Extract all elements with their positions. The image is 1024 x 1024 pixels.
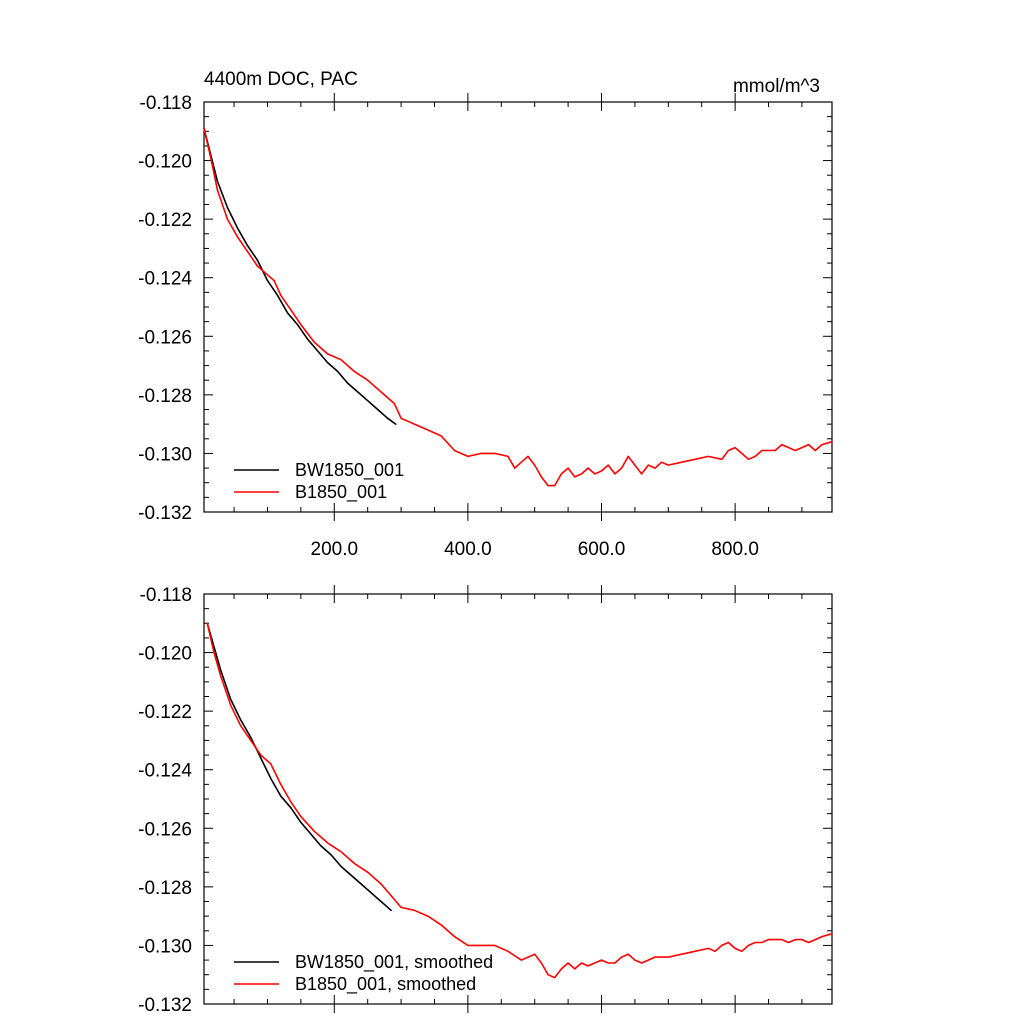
series-line-bw1850-001 [203, 127, 397, 425]
x-tick-label: 400.0 [444, 539, 492, 560]
y-tick-label: -0.118 [140, 585, 192, 606]
y-tick-label: -0.130 [138, 444, 192, 465]
legend-label: BW1850_001, smoothed [295, 952, 493, 973]
legend-label: B1850_001, smoothed [295, 974, 476, 995]
y-tick-label: -0.122 [138, 210, 192, 231]
plot-frame [203, 593, 833, 1005]
y-tick-label: -0.130 [138, 936, 192, 957]
bottom-panel: -0.118 -0.120 -0.122 -0.124 -0.126 -0.128 -0.1… [138, 585, 833, 1016]
y-tick-label: -0.122 [138, 702, 192, 723]
legend-label: BW1850_001 [295, 460, 404, 481]
x-tick-label: 800.0 [711, 539, 759, 560]
y-tick-label: -0.128 [138, 878, 192, 899]
y-tick-label: -0.128 [138, 386, 192, 407]
y-tick-label: -0.126 [138, 819, 192, 840]
y-tick-label: -0.120 [138, 152, 192, 173]
y-tick-label: -0.132 [138, 503, 192, 524]
x-tick-label: 200.0 [311, 539, 359, 560]
y-tick-label: -0.118 [140, 93, 192, 114]
series-line-b1850-001-smoothed [206, 622, 833, 979]
series-line-bw1850-001-smoothed [206, 622, 392, 912]
chart-title: 4400m DOC, PAC [204, 69, 358, 90]
units-label: mmol/m^3 [733, 76, 820, 97]
y-tick-label: -0.124 [138, 269, 192, 290]
y-tick-label: -0.124 [138, 761, 192, 782]
y-tick-label: -0.132 [138, 995, 192, 1016]
legend-label: B1850_001 [295, 482, 387, 503]
x-tick-label: 600.0 [578, 539, 626, 560]
y-tick-label: -0.126 [138, 327, 192, 348]
top-panel: -0.118 -0.120 -0.122 -0.124 -0.126 -0.128 -0.1… [138, 69, 833, 560]
y-tick-label: -0.120 [138, 644, 192, 665]
series-line-b1850-001 [203, 127, 833, 487]
